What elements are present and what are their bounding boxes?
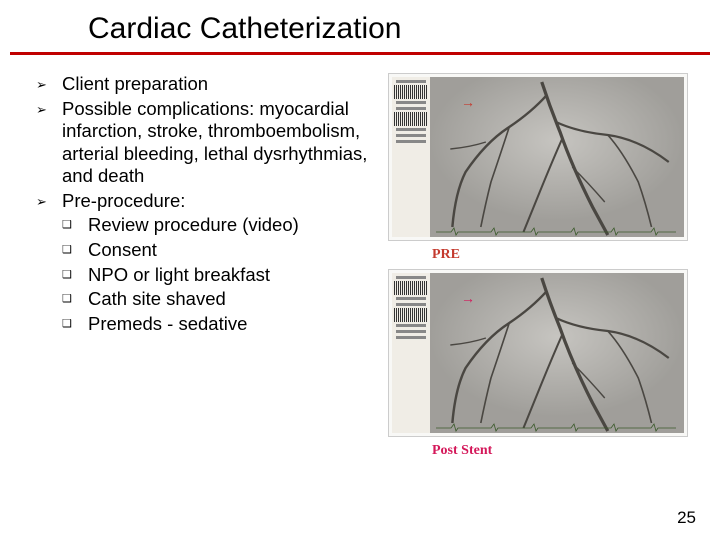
- image-column: → PRE → Post Stent: [388, 73, 688, 459]
- bullet-marker: ❑: [62, 239, 88, 262]
- bullet-l2: ❑Cath site shaved: [62, 288, 376, 311]
- content-area: ➢Client preparation➢Possible complicatio…: [0, 55, 720, 459]
- bullet-marker: ➢: [36, 98, 62, 188]
- bullet-l2: ❑Review procedure (video): [62, 214, 376, 237]
- bullet-text: NPO or light breakfast: [88, 264, 376, 287]
- bullet-marker: ➢: [36, 73, 62, 96]
- bullet-text: Premeds - sedative: [88, 313, 376, 336]
- bullet-l2: ❑Consent: [62, 239, 376, 262]
- bullet-l2: ❑Premeds - sedative: [62, 313, 376, 336]
- page-number: 25: [677, 508, 696, 528]
- bullet-l1: ➢Client preparation: [36, 73, 376, 96]
- barcode-strip: [392, 77, 430, 237]
- bullet-marker: ❑: [62, 214, 88, 237]
- barcode-strip: [392, 273, 430, 433]
- angiogram-frame: →: [388, 73, 688, 241]
- ecg-trace: [429, 226, 683, 236]
- bullet-text: Cath site shaved: [88, 288, 376, 311]
- ecg-trace: [429, 422, 683, 432]
- bullet-text: Pre-procedure:: [62, 190, 376, 213]
- bullet-marker: ❑: [62, 264, 88, 287]
- bullet-text: Review procedure (video): [88, 214, 376, 237]
- annotation-label: PRE: [432, 247, 688, 263]
- bullet-marker: ❑: [62, 288, 88, 311]
- bullet-l2: ❑NPO or light breakfast: [62, 264, 376, 287]
- bullet-l1: ➢Possible complications: myocardial infa…: [36, 98, 376, 188]
- angiogram-frame: →: [388, 269, 688, 437]
- bullet-text: Possible complications: myocardial infar…: [62, 98, 376, 188]
- bullet-l1: ➢Pre-procedure:: [36, 190, 376, 213]
- bullet-text: Client preparation: [62, 73, 376, 96]
- bullet-marker: ➢: [36, 190, 62, 213]
- annotation-arrow: →: [461, 292, 475, 308]
- annotation-label: Post Stent: [432, 443, 688, 459]
- slide-title: Cardiac Catheterization: [0, 0, 720, 52]
- bullet-text: Consent: [88, 239, 376, 262]
- annotation-arrow: →: [461, 96, 475, 112]
- bullet-column: ➢Client preparation➢Possible complicatio…: [36, 73, 376, 459]
- bullet-marker: ❑: [62, 313, 88, 336]
